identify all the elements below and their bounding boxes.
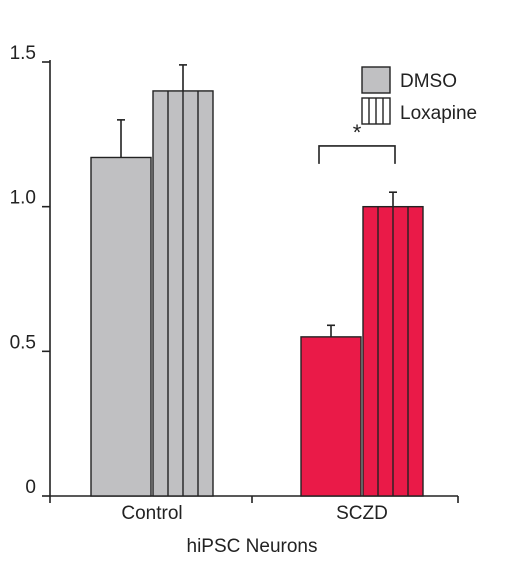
y-tick-label: 0 (25, 477, 36, 498)
legend-swatch-loxapine (361, 97, 391, 125)
significance-annotation: * (318, 120, 396, 164)
x-category-label: Control (121, 503, 182, 524)
bar-control-dmso (90, 156, 152, 497)
error-bars (117, 64, 397, 337)
legend-label-dmso: DMSO (400, 71, 457, 92)
y-tick-label: 1.5 (10, 43, 36, 64)
x-category-label: SCZD (336, 503, 388, 524)
x-axis-title: hiPSC Neurons (187, 536, 318, 557)
significance-bracket (318, 145, 396, 164)
legend-swatch-dmso (361, 66, 391, 94)
significance-star: * (353, 120, 362, 145)
y-tick-label: 1.0 (10, 188, 36, 209)
legend: DMSO Loxapine (361, 66, 477, 125)
bar-sczd-dmso (300, 336, 362, 497)
bars (90, 90, 424, 497)
legend-label-loxapine: Loxapine (400, 103, 477, 124)
y-tick-label: 0.5 (10, 332, 36, 353)
